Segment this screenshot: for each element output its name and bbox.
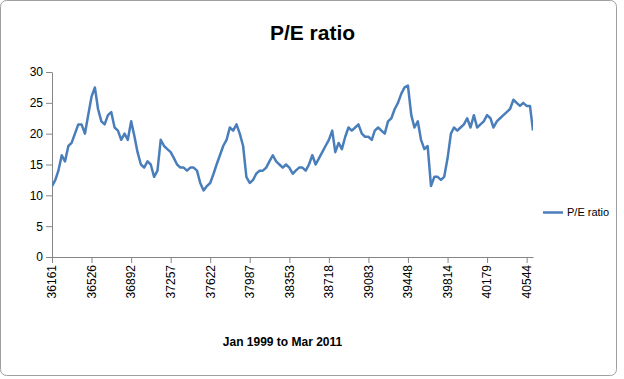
x-tick-label: 38353 [283, 265, 297, 299]
x-tick-mark [92, 257, 93, 263]
y-tick: 20 [30, 127, 52, 141]
y-tick-mark [46, 134, 52, 135]
series-line [52, 86, 533, 191]
x-tick: 38353 [283, 257, 297, 298]
legend-swatch [543, 211, 563, 214]
x-tick-label: 40179 [480, 265, 494, 299]
y-tick: 10 [30, 189, 52, 203]
x-tick: 39448 [401, 257, 415, 298]
legend-label: P/E ratio [567, 206, 609, 218]
y-tick-label: 10 [30, 189, 44, 203]
y-tick-mark [46, 165, 52, 166]
x-tick-label: 39083 [362, 265, 376, 299]
chart-frame [1, 1, 617, 376]
x-tick-mark [329, 257, 330, 263]
legend: P/E ratio [543, 206, 609, 218]
y-tick-label: 0 [36, 250, 43, 264]
x-tick-label: 39814 [441, 265, 455, 299]
y-tick-label: 25 [30, 96, 44, 110]
y-tick: 25 [30, 96, 52, 110]
x-tick: 40544 [520, 257, 534, 298]
y-tick-mark [46, 257, 52, 258]
x-tick-mark [250, 257, 251, 263]
x-tick: 40179 [480, 257, 494, 298]
y-tick-mark [46, 195, 52, 196]
x-tick: 39083 [362, 257, 376, 298]
chart-container: P/E ratio 0 5 10 15 20 25 30 36161 36526 36892 3725… [0, 0, 624, 379]
x-tick-label: 38718 [322, 265, 336, 299]
x-tick-label: 37257 [164, 265, 178, 299]
y-tick-mark [46, 103, 52, 104]
x-tick-mark [131, 257, 132, 263]
x-tick: 37257 [164, 257, 178, 298]
x-tick: 37622 [204, 257, 218, 298]
x-tick-mark [289, 257, 290, 263]
x-axis: 36161 36526 36892 37257 37622 37987 38353 38718… [45, 257, 534, 298]
y-tick-label: 30 [30, 65, 44, 79]
chart-svg: P/E ratio 0 5 10 15 20 25 30 36161 36526 36892 3725… [0, 0, 624, 379]
x-axis-line [53, 257, 534, 258]
x-tick: 36161 [45, 257, 59, 298]
x-tick-mark [368, 257, 369, 263]
x-tick: 37987 [243, 257, 257, 298]
x-tick: 38718 [322, 257, 336, 298]
x-tick-label: 36526 [85, 265, 99, 299]
x-tick-label: 36892 [124, 265, 138, 299]
x-tick-mark [52, 257, 53, 263]
plot-area [52, 86, 533, 191]
x-tick-mark [210, 257, 211, 263]
x-tick-label: 37987 [243, 265, 257, 299]
y-tick: 15 [30, 158, 52, 172]
x-tick: 39814 [441, 257, 455, 298]
x-tick-mark [448, 257, 449, 263]
x-tick-label: 36161 [45, 265, 59, 299]
y-tick: 0 [36, 250, 52, 264]
x-tick-label: 40544 [520, 265, 534, 299]
x-axis-title: Jan 1999 to Mar 2011 [223, 335, 343, 349]
y-tick-label: 5 [36, 220, 43, 234]
y-tick-label: 15 [30, 158, 44, 172]
x-tick-mark [527, 257, 528, 263]
x-tick: 36892 [124, 257, 138, 298]
y-axis: 0 5 10 15 20 25 30 [30, 65, 53, 264]
x-tick-label: 39448 [401, 265, 415, 299]
y-axis-line [52, 73, 53, 258]
x-tick-mark [487, 257, 488, 263]
y-tick-mark [46, 226, 52, 227]
y-tick-mark [46, 72, 52, 73]
y-tick: 30 [30, 65, 52, 79]
y-tick: 5 [36, 220, 52, 234]
chart-title: P/E ratio [270, 21, 355, 44]
x-tick-mark [171, 257, 172, 263]
y-tick-label: 20 [30, 127, 44, 141]
x-tick-mark [408, 257, 409, 263]
x-tick: 36526 [85, 257, 99, 298]
x-tick-label: 37622 [204, 265, 218, 299]
